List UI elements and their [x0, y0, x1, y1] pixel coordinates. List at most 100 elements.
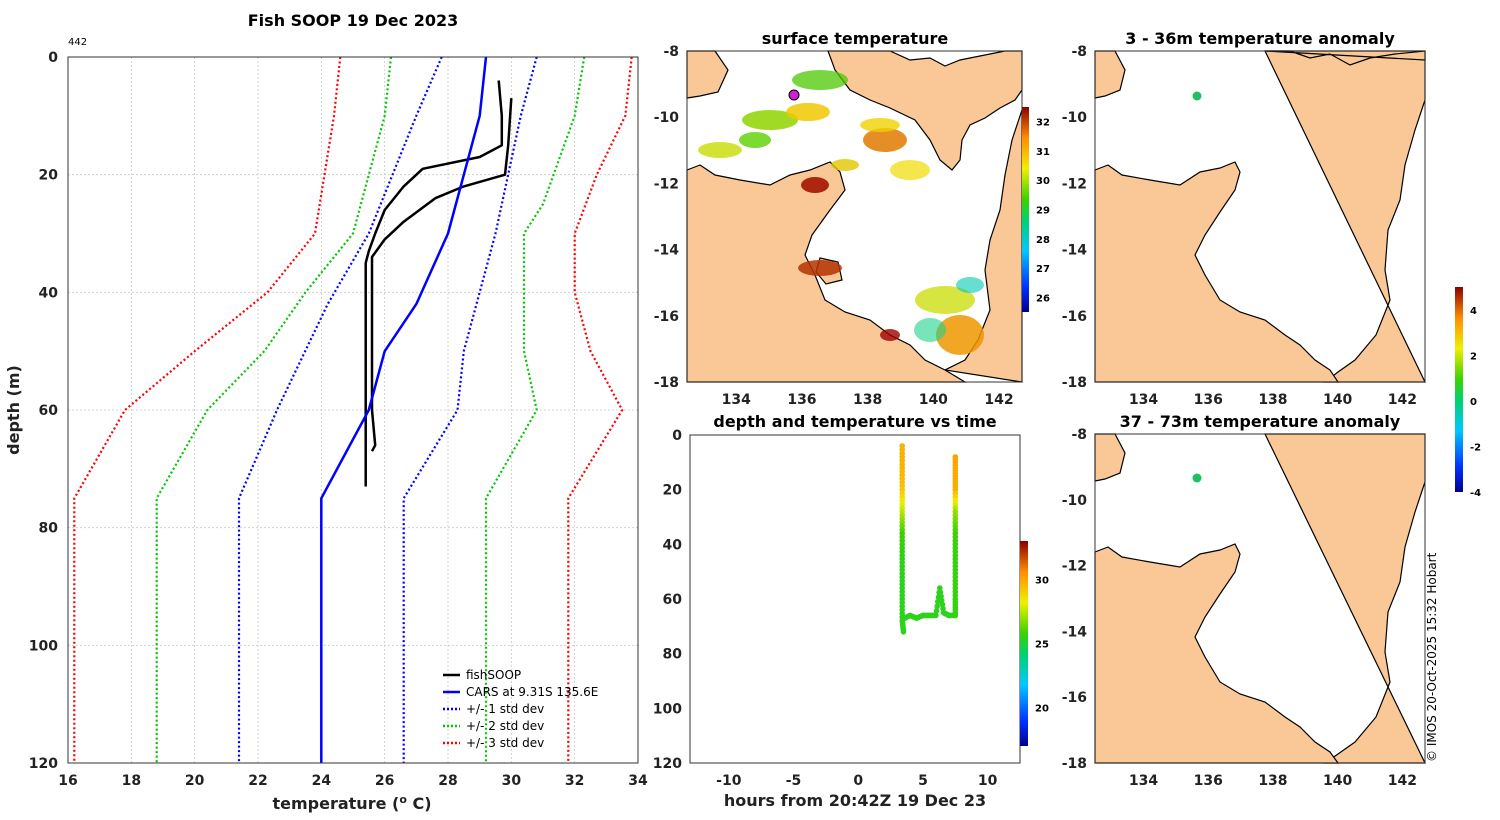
- map-y-tick-label: -12: [1062, 559, 1087, 575]
- map-y-tick-label: -14: [1062, 624, 1088, 640]
- profile-series-line-1: [370, 98, 513, 452]
- profile-y-tick-label: 20: [39, 168, 59, 184]
- surface-colorbar-tick-label: 26: [1036, 293, 1050, 304]
- map-x-tick-label: 138: [1258, 773, 1287, 789]
- profile-series-line-2: [320, 56, 488, 763]
- anomaly-map-1-frame: [1094, 50, 1426, 383]
- profile-series-group: [73, 56, 633, 763]
- map-y-tick-label: -10: [1062, 110, 1088, 126]
- time-colorbar: [1020, 541, 1028, 746]
- anomaly-map-1-title: 3 - 36m temperature anomaly: [1125, 29, 1395, 48]
- time-y-tick-label: 20: [663, 483, 683, 499]
- map-x-tick-label: 134: [1129, 773, 1158, 789]
- anomaly-map-1-cast-marker: [1192, 91, 1202, 101]
- time-y-tick-label: 120: [653, 756, 682, 772]
- profile-y-tick-label: 0: [48, 50, 58, 66]
- time-point: [938, 593, 944, 600]
- profile-x-tick-label: 34: [628, 773, 648, 789]
- time-point: [933, 612, 939, 619]
- surface-colorbar-tick-label: 30: [1036, 176, 1050, 187]
- time-point: [933, 608, 940, 614]
- surface-colorbar-tick-label: 27: [1036, 264, 1050, 275]
- surface-map-arnhem-land: [686, 161, 968, 383]
- time-point: [937, 585, 943, 591]
- map-x-tick-label: 136: [1194, 773, 1223, 789]
- legend-label-cars: CARS at 9.31S 135.6E: [466, 685, 598, 699]
- profile-x-ticks: 16 18 20 22 24 26 28 30 32 34: [58, 773, 648, 789]
- time-y-ticks: 0 20 40 60 80 100 120: [653, 428, 682, 772]
- map-y-tick-label: -16: [654, 309, 679, 325]
- anomaly-map-1-panel: 3 - 36m temperature anomaly 134 136 138 140…: [1062, 29, 1426, 408]
- profile-panel: Fish SOOP 19 Dec 2023 442 16 18 20 22 24 26 28…: [4, 11, 648, 813]
- profile-y-tick-label: 60: [39, 403, 59, 419]
- anomaly-colorbar-tick-label: 2: [1470, 351, 1477, 362]
- profile-y-tick-label: 80: [39, 521, 59, 537]
- anomaly-map-2-y-ticks: -8 -10 -12 -14 -16 -18: [1062, 427, 1088, 772]
- surface-colorbar-tick-label: 32: [1036, 118, 1050, 129]
- profile-id-label: 442: [68, 37, 87, 48]
- surface-map-sst-patches: [698, 70, 984, 355]
- anomaly-map-2-x-ticks: 134 136 138 140 142: [1129, 773, 1417, 789]
- profile-title: Fish SOOP 19 Dec 2023: [248, 11, 458, 30]
- profile-series-line-4: [402, 56, 538, 763]
- profile-grid: [67, 56, 639, 764]
- profile-series-line-8: [567, 56, 633, 763]
- surface-colorbar-tick-label: 28: [1036, 235, 1050, 246]
- time-frame: [689, 434, 1021, 764]
- profile-series-line-3: [237, 56, 443, 763]
- anomaly-colorbar-tick-label: 0: [1470, 397, 1477, 408]
- map-x-tick-label: 138: [853, 392, 882, 408]
- anomaly-colorbar-tick-label: -2: [1470, 442, 1481, 453]
- time-x-tick-label: -5: [786, 773, 802, 789]
- time-y-tick-label: 60: [663, 592, 683, 608]
- map-x-tick-label: 142: [984, 392, 1013, 408]
- map-y-tick-label: -14: [654, 243, 680, 259]
- time-x-tick-label: 10: [978, 773, 998, 789]
- map-y-tick-label: -18: [654, 375, 679, 391]
- profile-frame: [67, 56, 639, 764]
- time-points-group: [899, 443, 959, 635]
- map-y-tick-label: -8: [1071, 44, 1087, 60]
- map-y-tick-label: -16: [1062, 309, 1087, 325]
- profile-y-tick-label: 120: [29, 756, 58, 772]
- profile-ylabel: depth (m): [4, 365, 23, 455]
- legend-label-fish: fishSOOP: [466, 668, 521, 682]
- map-y-tick-label: -14: [1062, 243, 1088, 259]
- time-colorbar-tick-label: 25: [1035, 640, 1049, 651]
- anomaly-map-2-panel: 37 - 73m temperature anomaly 134 136 138 14…: [1062, 412, 1426, 789]
- time-colorbar-ticks: 30 25 20: [1035, 575, 1049, 714]
- map-x-tick-label: 140: [1323, 392, 1352, 408]
- time-x-ticks: -10 -5 0 5 10: [716, 773, 997, 789]
- surface-map-northern-coast: [827, 50, 1023, 171]
- time-point: [939, 601, 946, 608]
- map-x-tick-label: 134: [722, 392, 751, 408]
- anomaly-colorbar-tick-label: -4: [1470, 488, 1481, 499]
- time-y-tick-label: 0: [672, 428, 682, 444]
- surface-map-cape-york: [943, 109, 1023, 383]
- surface-colorbar-tick-label: 29: [1036, 206, 1050, 217]
- time-colorbar-tick-label: 30: [1035, 575, 1049, 586]
- map-x-tick-label: 136: [1194, 392, 1223, 408]
- profile-series-line-0: [364, 80, 504, 487]
- profile-y-ticks: 0 20 40 60 80 100 120: [29, 50, 58, 772]
- time-point: [952, 612, 959, 619]
- profile-legend: fishSOOP CARS at 9.31S 135.6E +/- 1 std …: [443, 668, 598, 750]
- time-colorbar-tick-label: 20: [1035, 704, 1049, 715]
- profile-x-tick-label: 26: [375, 773, 394, 789]
- profile-x-tick-label: 32: [565, 773, 584, 789]
- profile-series-line-6: [484, 56, 586, 763]
- map-x-tick-label: 140: [1323, 773, 1352, 789]
- surface-map-colorbar: [1022, 107, 1029, 312]
- anomaly-map-2-title: 37 - 73m temperature anomaly: [1120, 412, 1401, 431]
- profile-series-line-5: [155, 56, 393, 763]
- map-y-tick-label: -10: [1062, 493, 1088, 509]
- map-y-tick-label: -10: [654, 110, 680, 126]
- surface-map-title: surface temperature: [762, 29, 949, 48]
- map-y-tick-label: -12: [1062, 176, 1087, 192]
- profile-y-tick-label: 100: [29, 638, 58, 654]
- surface-map-x-ticks: 134 136 138 140 142: [722, 392, 1014, 408]
- anomaly-map-2-arnhem-land: [1094, 543, 1340, 764]
- legend-label-std2: +/- 2 std dev: [466, 719, 544, 733]
- surface-colorbar-tick-label: 31: [1036, 147, 1050, 158]
